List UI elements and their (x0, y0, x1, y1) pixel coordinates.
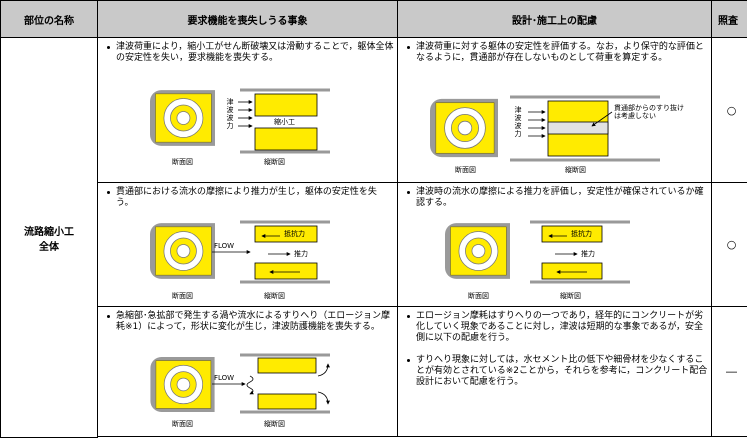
figure-label: 断面図 (468, 292, 489, 300)
event-text: 急縮部･急拡部で発生する渦や流水によるすりへり（エロージョン摩耗※1）によって，… (104, 311, 394, 333)
figure-label: 縦断図 (264, 420, 285, 428)
figure-label: 縦断図 (264, 158, 285, 166)
header-cell: 要求機能を喪失しうる事象 (98, 0, 398, 38)
figure-label: FLOW (214, 242, 235, 250)
figure-label: 抵抗力 (571, 230, 592, 238)
header-cell: 設計･施工上の配慮 (398, 0, 712, 38)
table-cell (398, 38, 712, 183)
figure-label: 推力 (294, 250, 308, 258)
figure-label: 津波波力 (514, 106, 522, 138)
figure-label: 津波波力 (226, 98, 234, 130)
figure-label: 縦断図 (560, 292, 581, 300)
consideration-text: 津波時の流水の摩擦による推力を評価し，安定性が確保されているか確認する。 (404, 187, 708, 209)
figure-label: 断面図 (172, 292, 193, 300)
figure-label: 断面図 (172, 158, 193, 166)
figure-label: 縦断図 (565, 166, 586, 174)
figure-label: 縦断図 (264, 292, 285, 300)
figure-label: 断面図 (172, 420, 193, 428)
event-text: 津波荷重により，縮小工がせん断破壊又は滑動することで，躯体全体の安定性を失い，要… (104, 42, 394, 64)
consideration-text: エロージョン摩耗はすりへりの一つであり，経年的にコンクリートが劣化していく現象で… (404, 311, 708, 344)
figure-label: 推力 (581, 250, 595, 258)
figure-label: FLOW (214, 374, 235, 382)
figure-label: 抵抗力 (284, 230, 305, 238)
header-cell: 照査 (712, 0, 747, 38)
event-text: 貫通部における流水の摩擦により推力が生じ，躯体の安定性を失う。 (104, 187, 394, 209)
table-cell (98, 38, 398, 183)
check-cell: ○ (712, 183, 747, 307)
diagram (150, 88, 660, 414)
header-cell: 部位の名称 (0, 0, 98, 38)
consideration-text: 津波荷重に対する躯体の安定性を評価する。なお，より保守的な評価となるように，貫通… (404, 42, 708, 64)
figure-label: 貫通部からのすり抜け は考慮しない (614, 104, 684, 120)
consideration-text: すりへり現象に対しては，水セメント比の低下や細骨材を少なくすることが有効とされて… (404, 355, 708, 388)
figure-label: 縮小工 (274, 118, 295, 126)
check-cell: ○ (712, 38, 747, 183)
table-cell (98, 183, 398, 307)
figure-label: 断面図 (455, 166, 476, 174)
table-cell (398, 183, 712, 307)
